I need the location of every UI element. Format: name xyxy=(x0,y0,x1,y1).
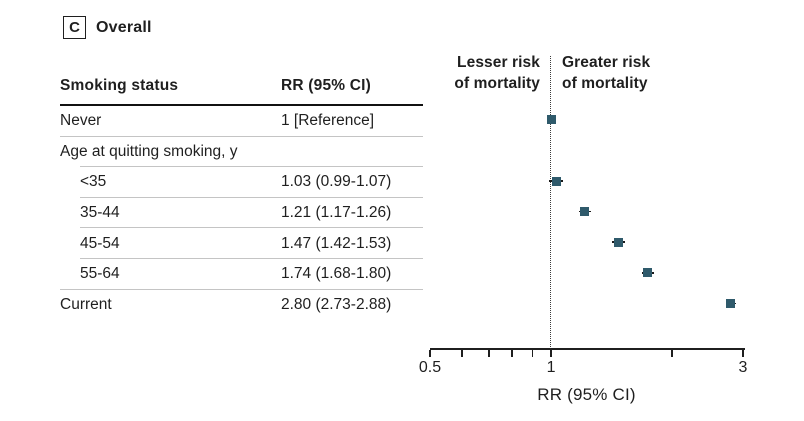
x-axis-label: RR (95% CI) xyxy=(537,385,636,404)
row-label: Current xyxy=(60,295,112,313)
row-rr-value: 1.21 (1.17-1.26) xyxy=(281,204,392,222)
row-separator xyxy=(60,135,423,137)
table-header-row: Smoking status RR (95% CI) xyxy=(60,77,423,106)
reference-line xyxy=(550,56,552,349)
panel-header: C Overall xyxy=(63,16,152,39)
x-axis-line xyxy=(430,348,745,350)
table-row: Current 2.80 (2.73-2.88) xyxy=(60,290,423,321)
row-rr-value: 1.47 (1.42-1.53) xyxy=(281,234,392,252)
x-axis-tick-label: 0.5 xyxy=(418,359,442,376)
row-separator xyxy=(80,196,423,198)
column-header-smoking-status: Smoking status xyxy=(60,77,179,94)
rr-table: Smoking status RR (95% CI) Never 1 [Refer… xyxy=(60,77,423,320)
x-axis-tick xyxy=(461,350,463,357)
x-axis-tick xyxy=(531,350,534,357)
row-label: 45-54 xyxy=(80,234,120,252)
lesser-risk-line2: of mortality xyxy=(454,75,540,92)
rr-point-marker xyxy=(546,115,556,125)
table-row: Never 1 [Reference] xyxy=(60,106,423,137)
table-row: <35 1.03 (0.99-1.07) xyxy=(60,167,423,198)
row-rr-value: 2.80 (2.73-2.88) xyxy=(281,295,392,313)
x-axis-tick xyxy=(671,350,673,357)
row-separator xyxy=(80,166,423,168)
rr-point-marker xyxy=(613,237,623,247)
row-separator xyxy=(60,288,423,290)
greater-risk-line1: Greater risk xyxy=(562,54,651,71)
lesser-risk-line1: Lesser risk xyxy=(457,54,540,71)
row-rr-value: 1.74 (1.68-1.80) xyxy=(281,265,392,283)
table-row: Age at quitting smoking, y xyxy=(60,137,423,168)
rr-point-marker xyxy=(551,176,561,186)
table-body: Never 1 [Reference] Age at quitting smokin… xyxy=(60,106,423,320)
column-header-rr-ci: RR (95% CI) xyxy=(281,77,372,94)
row-label: 55-64 xyxy=(80,265,120,283)
table-row: 45-54 1.47 (1.42-1.53) xyxy=(60,228,423,259)
row-label: Age at quitting smoking, y xyxy=(60,142,238,160)
rr-point-marker xyxy=(726,298,736,308)
x-axis-tick xyxy=(429,350,431,357)
x-axis-tick-label: 3 xyxy=(738,359,748,376)
row-separator xyxy=(80,227,423,229)
table-row: 55-64 1.74 (1.68-1.80) xyxy=(60,259,423,290)
x-axis-tick xyxy=(511,350,513,357)
greater-risk-line2: of mortality xyxy=(562,75,648,92)
rr-point-marker xyxy=(579,207,589,217)
x-axis-tick xyxy=(550,350,552,357)
greater-risk-label: Greater risk of mortality xyxy=(562,52,702,94)
lesser-risk-label: Lesser risk of mortality xyxy=(410,52,540,94)
x-axis-tick-label: 1 xyxy=(546,359,556,376)
table-row: 35-44 1.21 (1.17-1.26) xyxy=(60,198,423,229)
x-axis-tick xyxy=(488,350,490,357)
row-label: Never xyxy=(60,112,102,130)
x-axis-tick xyxy=(742,350,744,357)
row-separator xyxy=(80,257,423,259)
row-label: <35 xyxy=(80,173,107,191)
row-rr-value: 1 [Reference] xyxy=(281,112,375,130)
row-label: 35-44 xyxy=(80,204,120,222)
row-rr-value: 1.03 (0.99-1.07) xyxy=(281,173,392,191)
panel-title: Overall xyxy=(96,18,152,36)
panel-letter-badge: C xyxy=(63,16,86,39)
rr-point-marker xyxy=(643,268,653,278)
